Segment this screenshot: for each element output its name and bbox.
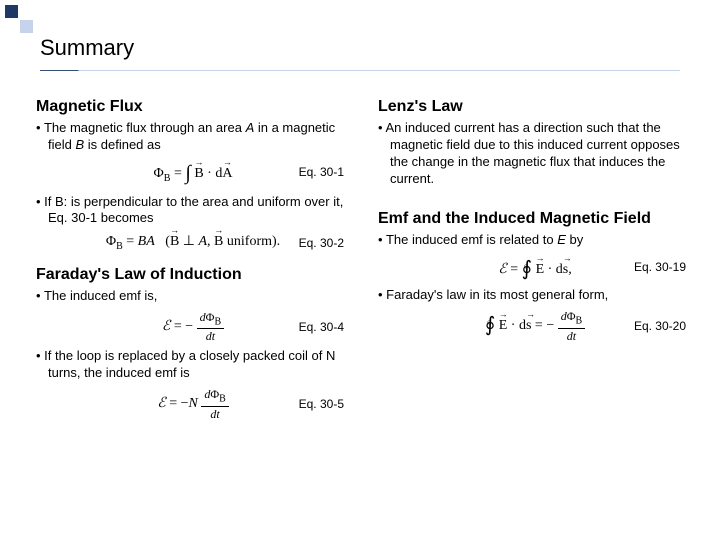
eq-label-30-19: Eq. 30-19 — [634, 260, 686, 274]
equation-30-19: ℰ = ∮ E · ds, Eq. 30-19 — [378, 254, 692, 279]
title-divider — [40, 70, 680, 71]
corner-square-light — [20, 20, 33, 33]
eq-label-30-4: Eq. 30-4 — [299, 320, 344, 334]
corner-square-dark — [5, 5, 18, 18]
equation-30-1: ΦB = ∫ B · dA Eq. 30-1 — [36, 160, 350, 184]
corner-decoration — [0, 0, 40, 40]
page-title: Summary — [40, 35, 134, 61]
bullet-lenz: An induced current has a direction such … — [378, 120, 692, 188]
eq-label-30-2: Eq. 30-2 — [299, 236, 344, 250]
bullet-perpendicular: If B: is perpendicular to the area and u… — [36, 194, 350, 228]
equation-30-2: ΦB = BA (B ⊥ A, B uniform). Eq. 30-2 — [36, 233, 350, 252]
eq-label-30-1: Eq. 30-1 — [299, 165, 344, 179]
heading-faraday: Faraday's Law of Induction — [36, 266, 350, 284]
bullet-emf-E: The induced emf is related to E by — [378, 232, 692, 249]
right-column: Lenz's Law An induced current has a dire… — [378, 98, 692, 426]
bullet-general-form: Faraday's law in its most general form, — [378, 287, 692, 304]
equation-30-20: ∮ E · ds = − dΦBdt Eq. 30-20 — [378, 310, 692, 341]
heading-magnetic-flux: Magnetic Flux — [36, 98, 350, 116]
bullet-induced-emf: The induced emf is, — [36, 288, 350, 305]
eq-label-30-20: Eq. 30-20 — [634, 319, 686, 333]
equation-30-5: ℰ = −N dΦBdt Eq. 30-5 — [36, 388, 350, 419]
heading-emf-field: Emf and the Induced Magnetic Field — [378, 210, 692, 228]
bullet-coil: If the loop is replaced by a closely pac… — [36, 348, 350, 382]
left-column: Magnetic Flux The magnetic flux through … — [36, 98, 350, 426]
eq-label-30-5: Eq. 30-5 — [299, 397, 344, 411]
bullet-flux-def: The magnetic flux through an area A in a… — [36, 120, 350, 154]
equation-30-4: ℰ = − dΦBdt Eq. 30-4 — [36, 311, 350, 342]
content-area: Magnetic Flux The magnetic flux through … — [36, 98, 692, 426]
heading-lenz: Lenz's Law — [378, 98, 692, 116]
